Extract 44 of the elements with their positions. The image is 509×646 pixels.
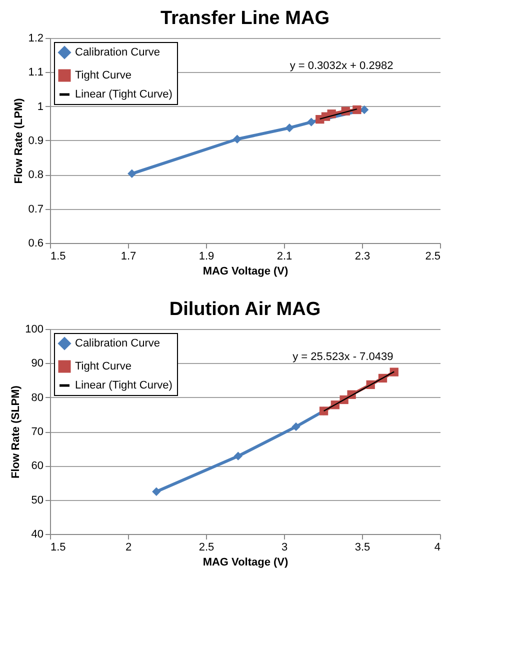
x-axis-title: MAG Voltage (V) — [202, 556, 289, 568]
x-tick-label: 1.7 — [120, 250, 136, 262]
y-tick-label: 1.1 — [28, 66, 44, 79]
y-tick-label: 100 — [25, 324, 44, 336]
y-tick-label: 1.2 — [28, 32, 44, 44]
y-tick-label: 80 — [31, 392, 44, 404]
legend-label: Tight Curve — [75, 70, 132, 82]
legend-label: Linear (Tight Curve) — [75, 88, 172, 100]
x-tick-label: 1.5 — [50, 250, 66, 262]
legend-label: Calibration Curve — [75, 338, 160, 350]
y-tick-label: 0.9 — [28, 135, 44, 147]
y-tick-label: 40 — [31, 528, 44, 540]
point — [390, 368, 398, 376]
x-tick-label: 2.1 — [276, 250, 292, 262]
y-tick-label: 0.8 — [28, 169, 44, 182]
chart-title: Dilution Air MAG — [169, 299, 321, 320]
y-tick-label: 70 — [31, 426, 44, 438]
x-tick-label: 2 — [125, 542, 132, 554]
y-tick-label: 1 — [37, 100, 44, 113]
y-tick-label: 90 — [31, 358, 44, 370]
point — [152, 487, 161, 496]
annotation: y = 25.523x - 7.0439 — [292, 350, 394, 363]
x-tick-label: 3.5 — [354, 542, 370, 554]
x-axis-title: MAG Voltage (V) — [202, 266, 289, 278]
chart-title: Transfer Line MAG — [160, 8, 330, 29]
y-axis-title: Flow Rate (SLPM) — [10, 385, 22, 478]
point — [234, 452, 242, 460]
annotation: y = 0.3032x + 0.2982 — [290, 60, 394, 72]
x-tick-label: 1.9 — [198, 250, 214, 262]
x-tick-label: 2.3 — [354, 250, 370, 262]
x-tick-label: 1.5 — [50, 542, 66, 554]
legend-label: Linear (Tight Curve) — [75, 380, 172, 392]
y-tick-label: 60 — [31, 460, 44, 472]
y-axis-title: Flow Rate (LPM) — [13, 98, 26, 184]
x-tick-label: 3 — [281, 542, 288, 554]
legend-label: Calibration Curve — [75, 46, 160, 58]
legend-label: Tight Curve — [75, 360, 132, 372]
x-tick-label: 4 — [434, 542, 440, 554]
y-tick-label: 0.7 — [28, 203, 44, 216]
y-tick-label: 50 — [31, 494, 44, 506]
y-tick-label: 0.6 — [28, 238, 44, 250]
point — [292, 422, 300, 432]
x-tick-label: 2.5 — [425, 250, 440, 262]
x-tick-label: 2.5 — [198, 542, 214, 554]
